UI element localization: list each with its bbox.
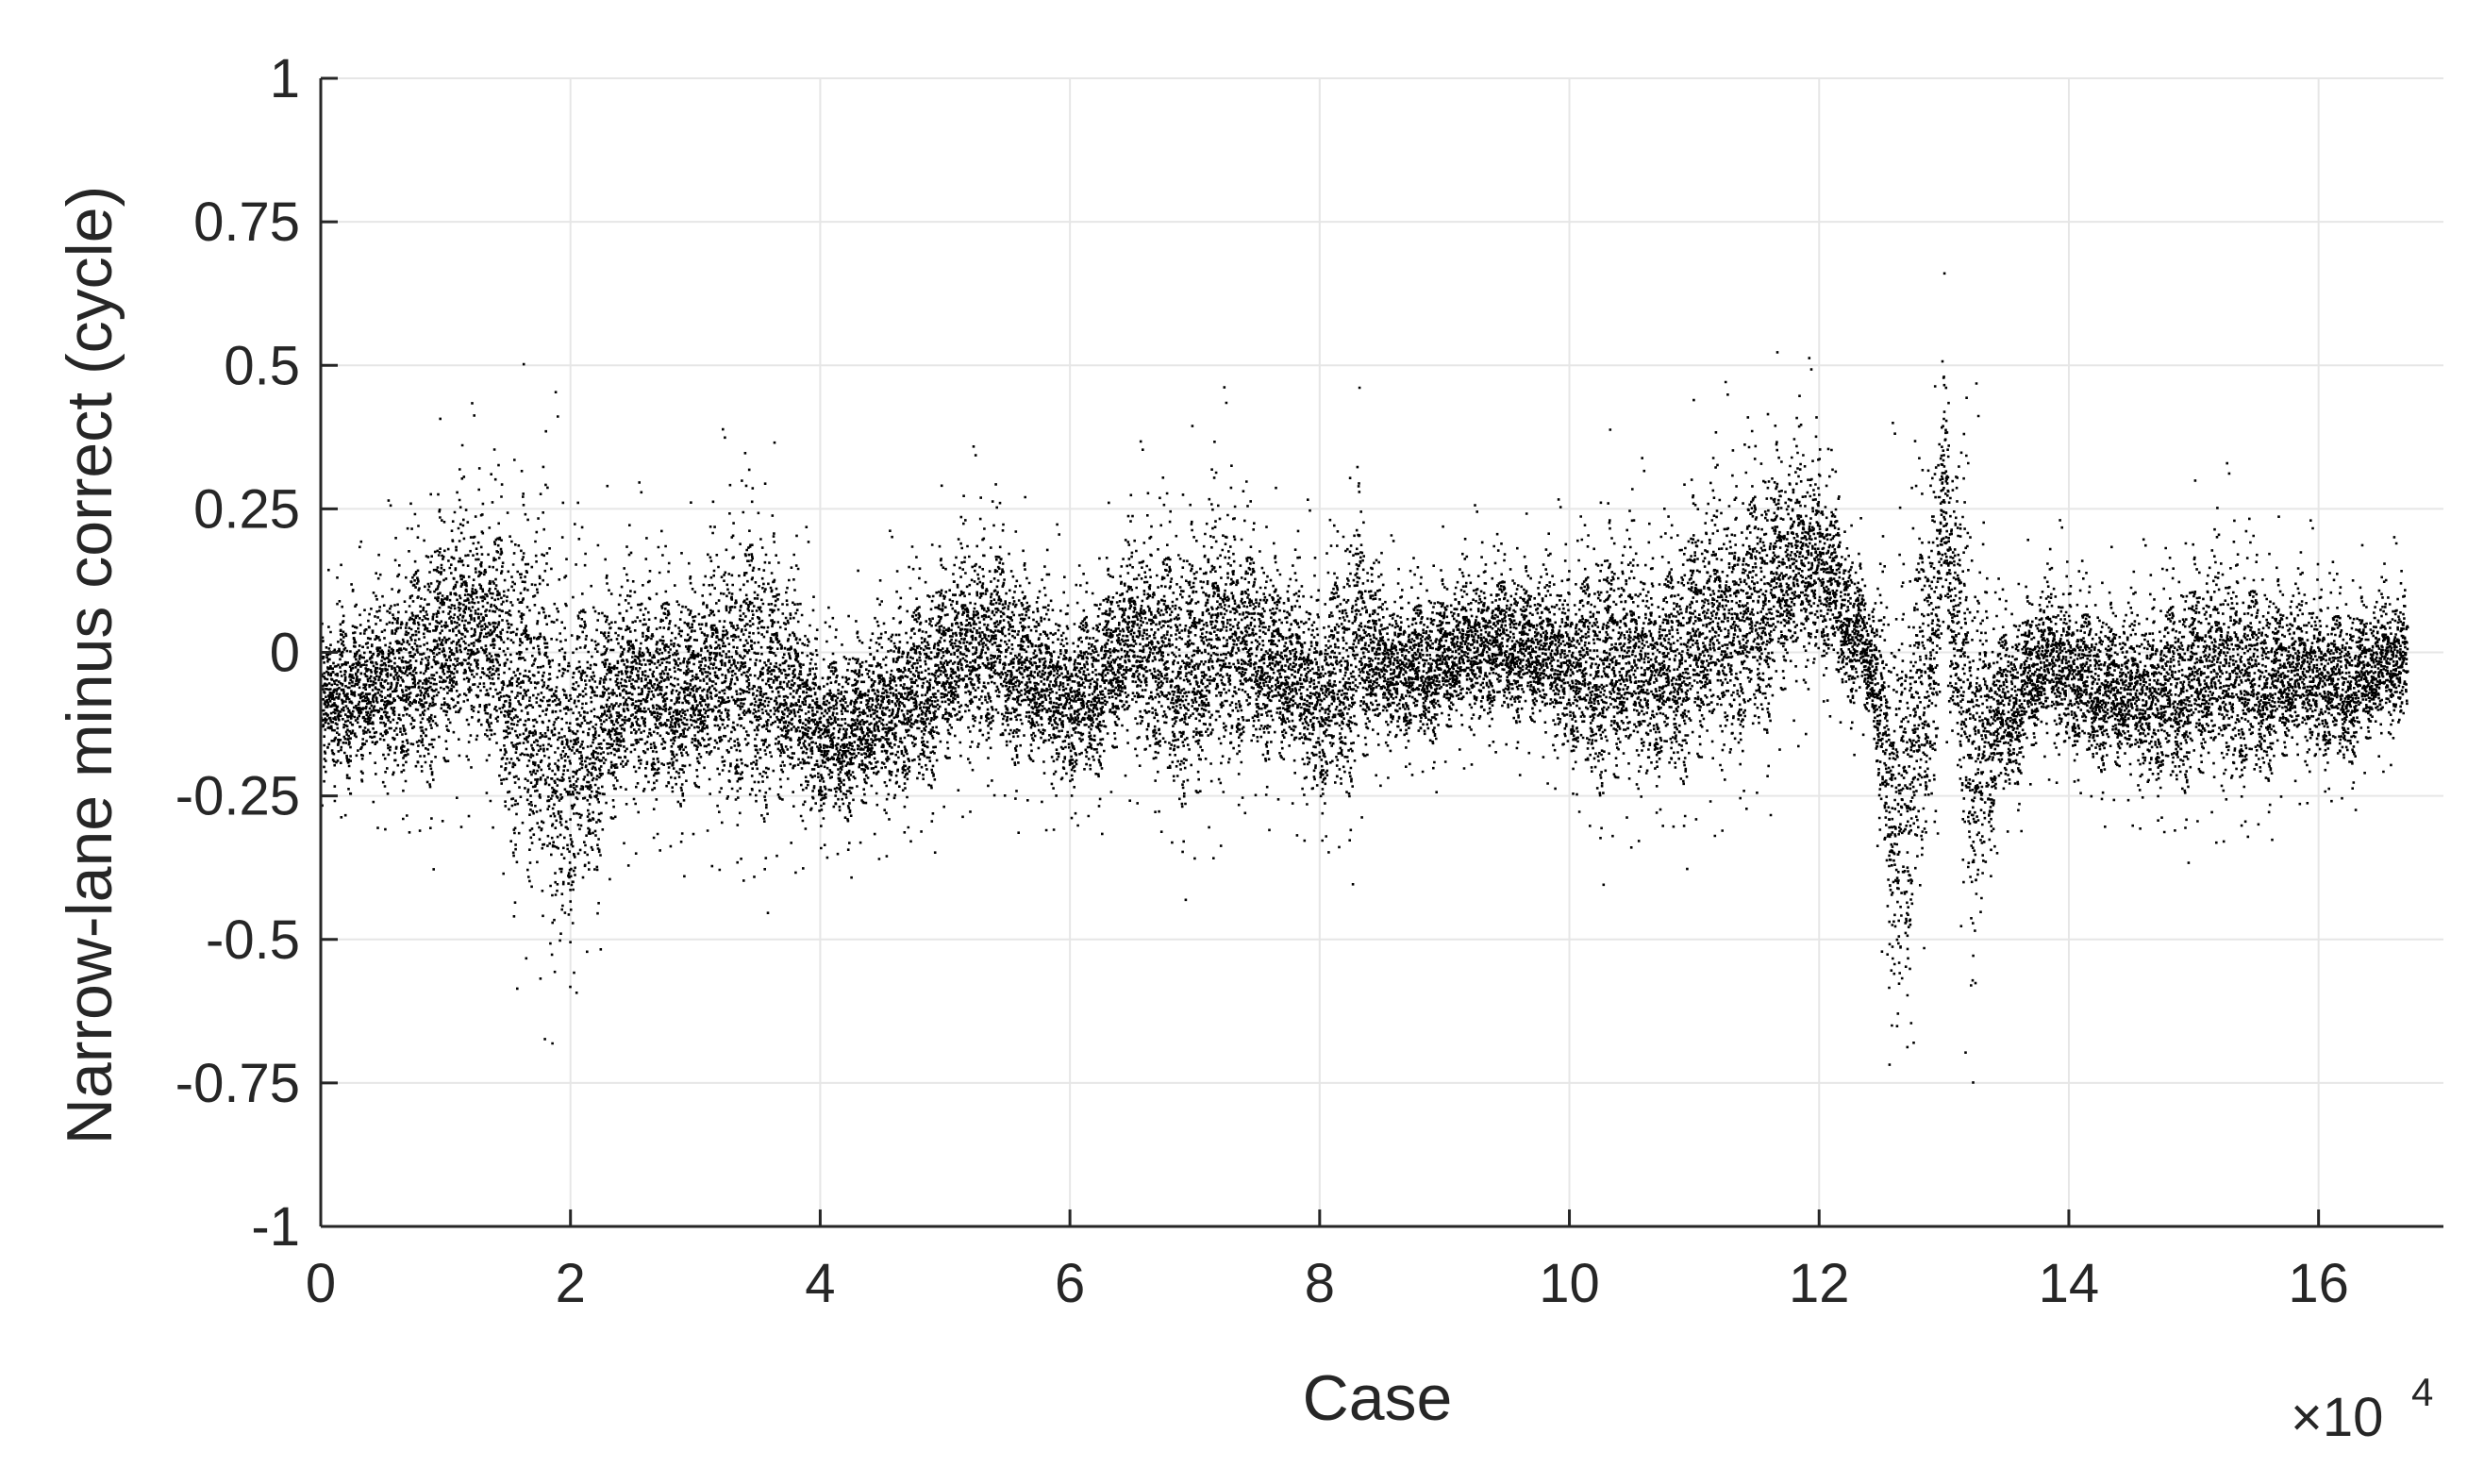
x-tick-label: 4 — [805, 1253, 835, 1314]
x-tick-label: 12 — [1789, 1253, 1850, 1314]
x-exponent-label: ×10 4 — [2291, 1370, 2433, 1448]
data-point-cluster — [1763, 351, 1928, 1066]
y-tick-label: -0.5 — [206, 909, 300, 971]
y-axis-label: Narrow-lane minus correct (cycle) — [54, 186, 125, 1144]
tick-labels: 0 2 4 6 8 10 12 14 16 -1 -0.75 -0.5 -0.25 0 0.25 0.5 0.7… — [175, 48, 2349, 1314]
data-points — [320, 272, 2409, 1084]
data-point-cluster — [1925, 272, 2088, 1084]
axes — [319, 76, 2443, 1228]
y-tick-label: 1 — [270, 48, 300, 109]
data-point-cluster — [2084, 461, 2248, 864]
y-tick-label: 0 — [270, 623, 300, 684]
x-tick-label: 16 — [2288, 1253, 2349, 1314]
data-point-cluster — [641, 427, 805, 914]
x-tick-label: 14 — [2039, 1253, 2100, 1314]
y-tick-label: 0.25 — [193, 478, 300, 540]
data-point-cluster — [1123, 386, 1287, 902]
y-tick-label: 0.5 — [224, 335, 300, 396]
x-tick-label: 6 — [1055, 1253, 1085, 1314]
data-point-cluster — [2244, 515, 2409, 842]
x-tick-label: 8 — [1305, 1253, 1335, 1314]
x-multiplier-text: ×10 — [2291, 1387, 2383, 1448]
y-tick-label: -0.75 — [175, 1053, 300, 1114]
data-point-cluster — [1603, 380, 1767, 871]
x-multiplier-exponent: 4 — [2411, 1370, 2433, 1414]
x-tick-label: 2 — [556, 1253, 586, 1314]
data-point-cluster — [801, 484, 965, 879]
y-tick-label: -1 — [251, 1196, 300, 1258]
x-axis-label: Case — [1303, 1362, 1453, 1434]
x-tick-label: 0 — [306, 1253, 336, 1314]
x-tick-label: 10 — [1539, 1253, 1600, 1314]
y-tick-label: 0.75 — [193, 192, 300, 253]
y-tick-label: -0.25 — [175, 766, 300, 827]
data-point-cluster — [480, 362, 645, 1045]
